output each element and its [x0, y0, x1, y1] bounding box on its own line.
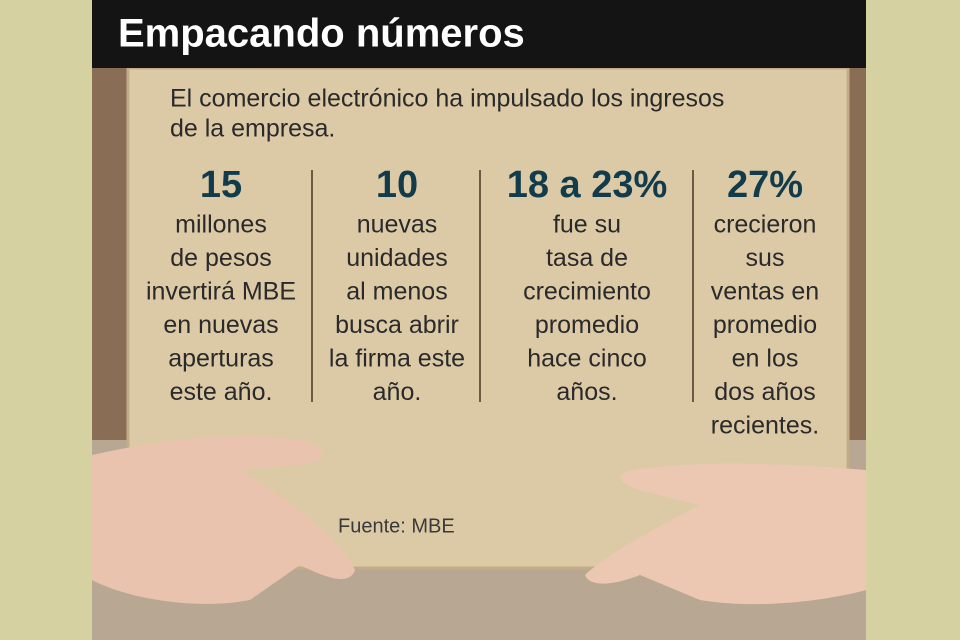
- stat-description: fue su: [553, 211, 621, 239]
- stat-description: nuevas: [357, 211, 438, 239]
- stat-description: dos años: [714, 378, 815, 406]
- left-hand: [92, 435, 355, 604]
- stat-description: en los: [732, 345, 799, 373]
- stat-description: promedio: [713, 311, 817, 339]
- stat-description: aperturas: [168, 345, 274, 373]
- stat-figure: 15: [200, 164, 242, 206]
- stat-description: de pesos: [170, 244, 271, 272]
- source: Fuente: MBE: [338, 515, 455, 537]
- stat-description: en nuevas: [163, 311, 278, 339]
- intro-line: El comercio electrónico ha impulsado los…: [170, 85, 724, 113]
- stat-description: unidades: [346, 244, 447, 272]
- title: Empacando números: [118, 12, 525, 56]
- stat-description: tasa de: [546, 244, 628, 272]
- stat-description: busca abrir: [335, 311, 459, 339]
- stat-description: año.: [373, 378, 422, 406]
- stat-description: crecieron: [714, 211, 817, 239]
- header-bar: [92, 0, 866, 68]
- stat-figure: 10: [376, 164, 418, 206]
- stat-figure: 18 a 23%: [507, 164, 668, 206]
- stat-description: recientes.: [711, 412, 819, 440]
- stat-description: años.: [556, 378, 617, 406]
- intro-line: de la empresa.: [170, 115, 335, 143]
- stat-description: este año.: [170, 378, 273, 406]
- stat-description: invertirá MBE: [146, 278, 296, 306]
- stat-description: sus: [746, 244, 785, 272]
- right-hand: [585, 463, 866, 605]
- stat-description: millones: [175, 211, 267, 239]
- stat-description: promedio: [535, 311, 639, 339]
- stat-description: al menos: [346, 278, 447, 306]
- stat-figure: 27%: [727, 164, 803, 206]
- stat-description: hace cinco: [527, 345, 647, 373]
- stat-description: la firma este: [329, 345, 465, 373]
- stat-description: crecimiento: [523, 278, 651, 306]
- stat-description: ventas en: [711, 278, 819, 306]
